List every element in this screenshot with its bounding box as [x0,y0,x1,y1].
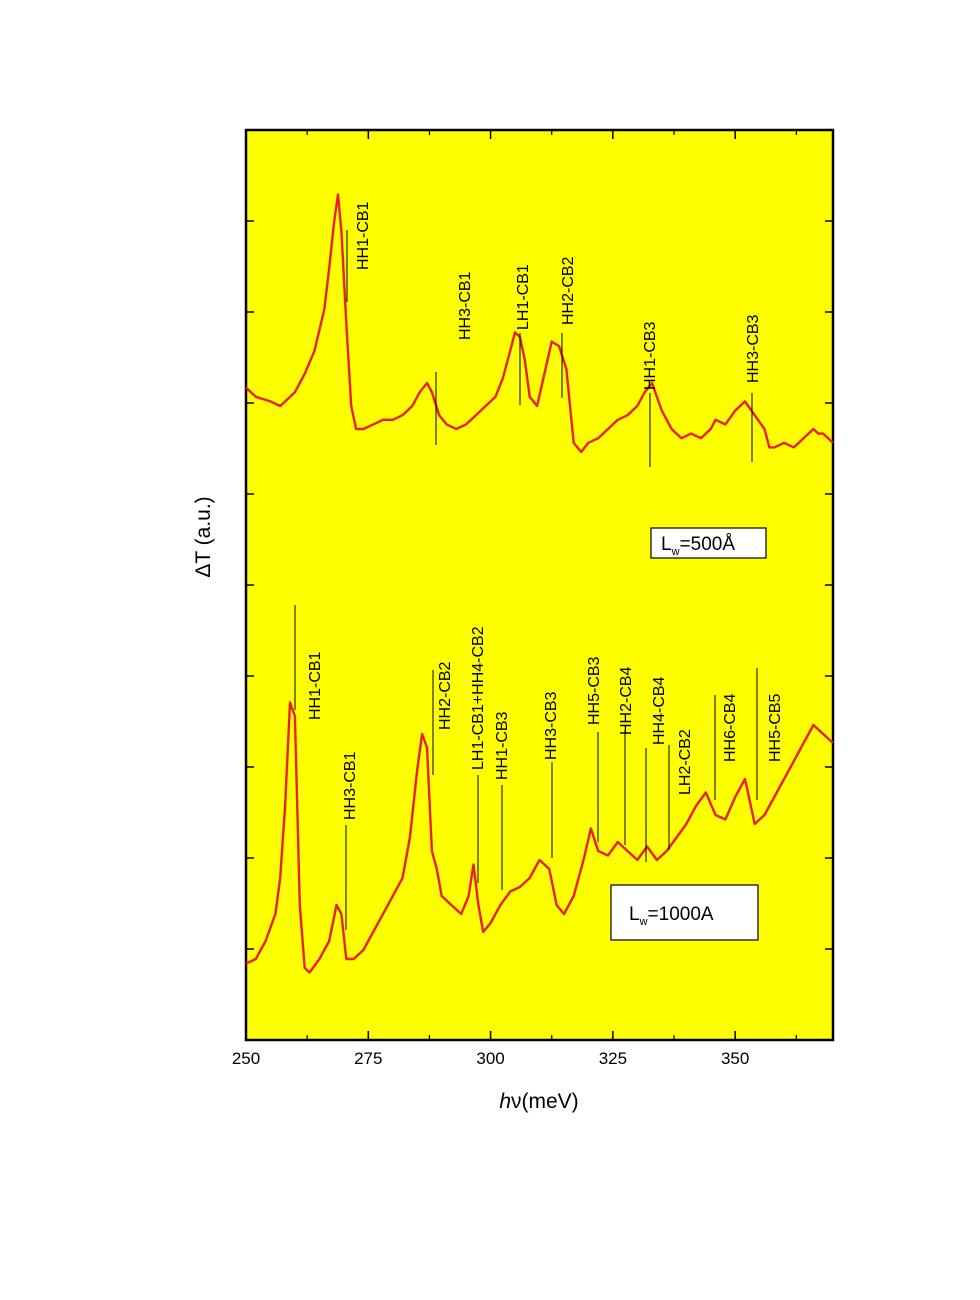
x-tick-label: 325 [599,1049,627,1068]
x-tick-label: 250 [232,1049,260,1068]
peak-500-label: HH2-CB2 [560,256,577,325]
peak-1000-label: HH5-CB5 [767,693,784,762]
curves [245,193,834,974]
peak-500-label: HH3-CB3 [745,314,762,383]
peak-1000-label: HH3-CB1 [342,751,359,820]
x-tick-label: 275 [354,1049,382,1068]
peak-1000-label: LH1-CB1+HH4-CB2 [470,626,487,770]
peak-1000-label: HH1-CB1 [307,651,324,720]
x-axis-title-unit: (meV) [522,1090,579,1113]
peak-1000-label: HH5-CB3 [586,656,603,725]
svg-text:Lw=500Å: Lw=500Å [661,534,735,558]
x-tick-label: 350 [721,1049,749,1068]
x-axis-title: hν(meV) [499,1090,578,1113]
axis-ticks [245,130,833,1040]
legend-1000-rest: =1000A [648,904,714,925]
peak-500-label: LH1-CB1 [515,264,532,330]
y-axis-title: ΔT (a.u.) [192,496,215,577]
legend-500-sub: w [671,546,680,558]
peak-500-label: HH1-CB3 [642,321,659,390]
peak-1000-label: HH2-CB4 [618,666,635,735]
x-axis-title-h: h [499,1090,511,1113]
peak-1000-label: HH2-CB2 [437,661,454,730]
x-tick-labels: 250 275 300 325 350 [232,1049,750,1068]
peak-annotations: HH1-CB1 HH3-CB1 LH1-CB1 HH2-CB2 HH1-CB3 HH3-C… [294,201,784,930]
legend-1000-sub: w [639,916,648,928]
series-line-1000 [245,701,834,974]
peak-1000-label: HH3-CB3 [543,691,560,760]
legend-1000-main: L [629,904,640,925]
x-axis-title-nu: ν [511,1090,522,1113]
peak-1000-label: LH2-CB2 [677,729,694,795]
series-line-500 [245,193,834,454]
peak-1000-label: HH6-CB4 [722,693,739,762]
legend-500-main: L [661,534,672,555]
legend-box-500: Lw=500Å [650,527,767,559]
svg-text:Lw=1000A: Lw=1000A [629,904,714,928]
peak-500-label: HH3-CB1 [457,271,474,340]
peak-1000-label: HH1-CB3 [494,711,511,780]
x-tick-label: 300 [476,1049,504,1068]
peak-500-label: HH1-CB1 [355,201,372,270]
peak-1000-label: HH4-CB4 [651,676,668,745]
legend-box-1000: Lw=1000A [610,884,759,941]
legend-500-rest: =500Å [680,534,736,555]
